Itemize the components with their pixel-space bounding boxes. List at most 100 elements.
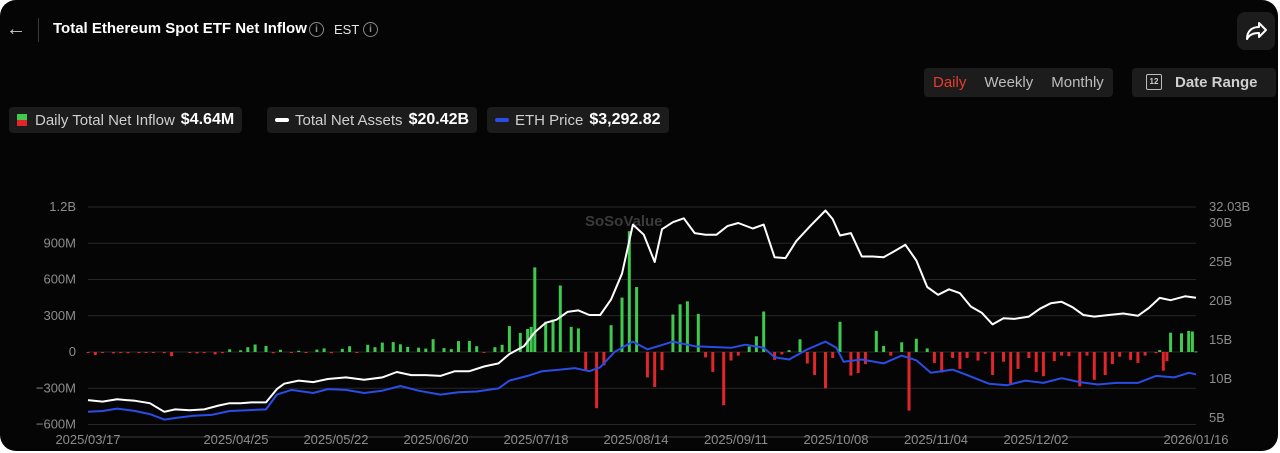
inflow-bar[interactable] — [787, 350, 791, 352]
arrow-left-icon[interactable]: ← — [6, 18, 26, 40]
inflow-bar[interactable] — [213, 352, 217, 355]
date-range-button[interactable]: 12 Date Range — [1132, 68, 1276, 97]
inflow-bar[interactable] — [1016, 352, 1020, 369]
inflow-bar[interactable] — [1154, 352, 1158, 354]
inflow-bar[interactable] — [544, 321, 548, 352]
inflow-bar[interactable] — [228, 349, 232, 352]
inflow-bar[interactable] — [780, 352, 784, 355]
inflow-bar[interactable] — [151, 352, 155, 353]
inflow-bar[interactable] — [126, 352, 130, 354]
inflow-bar[interactable] — [144, 352, 148, 353]
inflow-bar[interactable] — [449, 349, 453, 352]
inflow-bar[interactable] — [220, 352, 224, 354]
inflow-bar[interactable] — [747, 346, 751, 352]
inflow-bar[interactable] — [1136, 352, 1140, 363]
inflow-bar[interactable] — [1180, 333, 1183, 352]
legend-price[interactable]: ETH Price $3,292.82 — [487, 107, 669, 133]
inflow-bar[interactable] — [1194, 351, 1198, 353]
legend-inflow[interactable]: Daily Total Net Inflow $4.64M — [9, 107, 243, 133]
inflow-bar[interactable] — [119, 352, 123, 353]
inflow-bar[interactable] — [264, 346, 268, 352]
inflow-bar[interactable] — [1129, 352, 1133, 360]
inflow-bar[interactable] — [93, 352, 97, 355]
inflow-bar[interactable] — [754, 336, 758, 352]
inflow-bar[interactable] — [239, 350, 243, 352]
inflow-bar[interactable] — [1052, 352, 1056, 362]
inflow-bar[interactable] — [551, 319, 555, 352]
inflow-bar[interactable] — [380, 342, 384, 352]
inflow-bar[interactable] — [1060, 352, 1064, 356]
inflow-bar[interactable] — [406, 346, 410, 352]
inflow-bar[interactable] — [991, 352, 995, 375]
inflow-bar[interactable] — [322, 348, 326, 352]
inflow-bar[interactable] — [304, 352, 308, 353]
inflow-bar[interactable] — [533, 267, 537, 352]
inflow-bar[interactable] — [849, 352, 853, 376]
inflow-bar[interactable] — [900, 342, 904, 352]
inflow-bar[interactable] — [645, 352, 649, 378]
period-weekly[interactable]: Weekly — [984, 74, 1034, 91]
inflow-bar[interactable] — [1002, 352, 1005, 362]
inflow-bar[interactable] — [762, 311, 766, 353]
inflow-bar[interactable] — [398, 344, 402, 352]
inflow-bar[interactable] — [940, 352, 944, 373]
inflow-bar[interactable] — [431, 339, 435, 352]
inflow-bar[interactable] — [507, 326, 511, 352]
inflow-bar[interactable] — [569, 326, 573, 352]
inflow-bar[interactable] — [1169, 332, 1173, 352]
inflow-bar[interactable] — [111, 352, 115, 354]
inflow-bar[interactable] — [246, 347, 250, 352]
inflow-bar[interactable] — [442, 348, 446, 352]
inflow-bar[interactable] — [660, 352, 664, 371]
inflow-bar[interactable] — [882, 346, 886, 352]
inflow-bar[interactable] — [297, 350, 301, 352]
inflow-bar[interactable] — [1034, 352, 1038, 372]
inflow-bar[interactable] — [932, 352, 936, 363]
inflow-bar[interactable] — [475, 346, 479, 352]
inflow-bar[interactable] — [914, 338, 918, 352]
inflow-bar[interactable] — [951, 352, 955, 358]
inflow-bar[interactable] — [889, 352, 893, 356]
inflow-bar[interactable] — [373, 347, 377, 352]
inflow-bar[interactable] — [907, 352, 911, 411]
inflow-bar[interactable] — [736, 352, 740, 356]
inflow-bar[interactable] — [1009, 352, 1013, 384]
inflow-bar[interactable] — [576, 328, 580, 352]
inflow-bar[interactable] — [602, 352, 606, 366]
inflow-bar[interactable] — [482, 352, 486, 353]
inflow-bar[interactable] — [856, 352, 860, 374]
inflow-bar[interactable] — [271, 352, 275, 354]
inflow-bar[interactable] — [315, 349, 319, 352]
inflow-bar[interactable] — [329, 352, 333, 354]
inflow-bar[interactable] — [729, 352, 733, 361]
inflow-bar[interactable] — [1158, 350, 1162, 352]
inflow-bar[interactable] — [813, 352, 817, 375]
inflow-bar[interactable] — [1165, 352, 1169, 362]
inflow-bar[interactable] — [137, 352, 141, 353]
inflow-bar[interactable] — [467, 340, 471, 352]
inflow-bar[interactable] — [529, 326, 533, 352]
inflow-bar[interactable] — [722, 352, 726, 406]
inflow-bar[interactable] — [558, 285, 562, 353]
share-button[interactable] — [1237, 12, 1275, 50]
inflow-bar[interactable] — [805, 352, 809, 364]
inflow-bar[interactable] — [685, 301, 689, 353]
info-icon[interactable]: i — [309, 22, 324, 37]
inflow-bar[interactable] — [863, 352, 867, 365]
inflow-bar[interactable] — [1190, 331, 1194, 353]
inflow-bar[interactable] — [188, 352, 192, 353]
inflow-bar[interactable] — [711, 352, 715, 372]
inflow-bar[interactable] — [653, 352, 657, 387]
inflow-bar[interactable] — [86, 352, 90, 353]
inflow-bar[interactable] — [279, 349, 282, 352]
inflow-bar[interactable] — [1103, 352, 1107, 375]
inflow-bar[interactable] — [627, 231, 631, 352]
inflow-bar[interactable] — [518, 332, 522, 352]
inflow-bar[interactable] — [195, 352, 199, 354]
inflow-bar[interactable] — [958, 352, 962, 369]
inflow-bar[interactable] — [493, 347, 497, 352]
inflow-bar[interactable] — [500, 344, 504, 353]
inflow-bar[interactable] — [925, 348, 929, 352]
inflow-bar[interactable] — [1143, 352, 1147, 356]
inflow-bar[interactable] — [595, 352, 599, 409]
